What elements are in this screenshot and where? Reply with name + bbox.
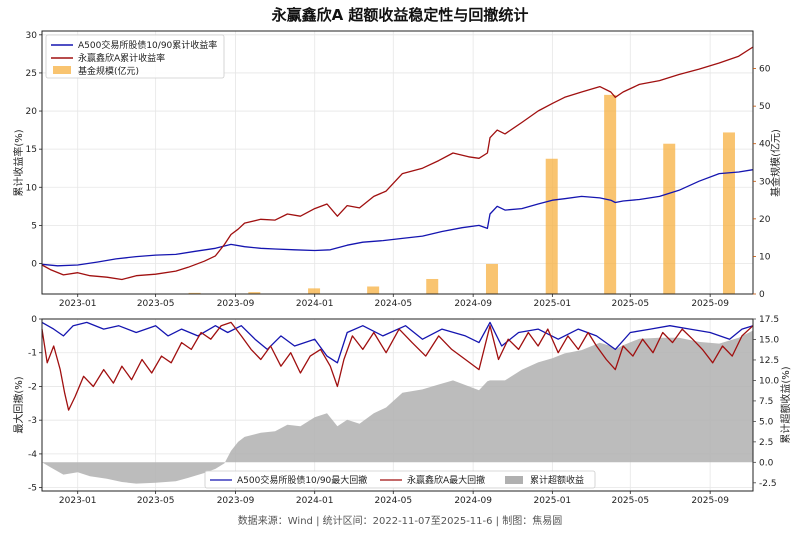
y-tick-label: 25 (26, 69, 37, 79)
fund-scale-bar (188, 292, 201, 294)
chart-title: 永赢鑫欣A 超额收益稳定性与回撤统计 (271, 6, 529, 24)
excess-return-area (42, 330, 753, 484)
benchmark-return-line (41, 169, 754, 267)
x-tick-label: 2025-05 (611, 299, 649, 309)
y2-tick-label: 10 (759, 252, 771, 262)
x-tick-label: 2024-05 (374, 299, 412, 309)
fund-drawdown-line (41, 321, 754, 411)
y2-tick-label: 40 (759, 140, 771, 150)
x-tick-label: 2024-01 (296, 299, 334, 309)
x-tick-label: 2023-05 (137, 496, 175, 506)
drawdown-lines (41, 321, 754, 411)
fund-scale-bars (188, 94, 735, 294)
y-tick-label: -1 (28, 349, 37, 359)
y-tick-label: 10 (26, 183, 38, 193)
fund-scale-bar (722, 132, 735, 294)
returns-ticks: 2023-01 2023-05 2023-09 2024-01 2024-05 2024-… (26, 31, 771, 309)
y-tick-label: 0 (31, 315, 37, 325)
drawdown-frame (41, 318, 754, 492)
y-tick-label: 30 (26, 31, 38, 41)
fund-scale-bar (367, 286, 380, 294)
returns-panel: 2023-01 2023-05 2023-09 2024-01 2024-05 2024-… (12, 30, 782, 309)
fund-scale-bar (545, 158, 558, 294)
y-tick-label: 5 (31, 221, 37, 231)
legend-excess-swatch (505, 476, 523, 484)
x-tick-label: 2023-01 (59, 496, 97, 506)
x-tick-label: 2023-09 (217, 496, 255, 506)
returns-lines (41, 46, 754, 281)
drawdown-ticks: 2023-01 2023-05 2023-09 2024-01 2024-05 2024-… (28, 315, 779, 506)
x-tick-label: 2025-09 (691, 496, 729, 506)
x-tick-label: 2024-01 (296, 496, 334, 506)
fund-scale-bar (248, 292, 261, 294)
drawdown-legend: A500交易所股债10/90最大回撤 永赢鑫欣A最大回撤 累计超额收益 (204, 470, 596, 489)
y2-tick-label: 50 (759, 102, 771, 112)
legend-scale-label: 基金规模(亿元) (78, 65, 139, 77)
y2-tick-label: 30 (759, 177, 771, 187)
benchmark-drawdown-line (41, 321, 754, 364)
legend-fund-dd-label: 永赢鑫欣A最大回撤 (407, 474, 485, 486)
y-tick-label: 0 (31, 260, 37, 270)
y2-tick-label: 20 (759, 215, 771, 225)
y2-tick-label: 0.0 (759, 458, 774, 468)
y2-tick-label: 60 (759, 65, 771, 75)
fund-scale-bar (426, 278, 439, 294)
y-tick-label: 15 (26, 145, 37, 155)
y2-tick-label: 2.5 (759, 438, 773, 448)
fund-scale-bar (604, 94, 617, 294)
y2-tick-label: 7.5 (759, 397, 773, 407)
footer-source: 数据来源：Wind | 统计区间：2022-11-07至2025-11-6 | … (238, 514, 562, 527)
y-tick-label: -4 (28, 450, 37, 460)
y-tick-label: 20 (26, 107, 38, 117)
legend-benchmark-label: A500交易所股债10/90累计收益率 (78, 39, 217, 51)
excess-ylabel: 累计超额收益(%) (779, 366, 792, 443)
drawdown-panel: 2023-01 2023-05 2023-09 2024-01 2024-05 2024-… (12, 315, 792, 506)
y-tick-label: -2 (28, 382, 37, 392)
legend-scale-swatch (53, 66, 71, 74)
legend-benchmark-dd-label: A500交易所股债10/90最大回撤 (237, 474, 367, 486)
fund-scale-bar (663, 143, 676, 294)
x-tick-label: 2025-09 (691, 299, 729, 309)
y-tick-label: -5 (28, 484, 37, 494)
returns-ylabel: 累计收益率(%) (12, 129, 25, 196)
legend-fund-label: 永赢鑫欣A累计收益率 (78, 52, 165, 64)
returns-frame (41, 30, 754, 295)
legend-excess-label: 累计超额收益 (530, 474, 584, 486)
x-tick-label: 2024-09 (454, 299, 492, 309)
scale-ylabel: 基金规模(亿元) (769, 129, 782, 197)
returns-legend: A500交易所股债10/90累计收益率 永赢鑫欣A累计收益率 基金规模(亿元) (45, 34, 225, 79)
y2-tick-label: 15.0 (759, 335, 779, 345)
fund-scale-bar (308, 288, 321, 294)
x-tick-label: 2025-05 (611, 496, 649, 506)
x-tick-label: 2025-01 (534, 496, 572, 506)
fund-return-line (41, 46, 754, 281)
y2-tick-label: 5.0 (759, 417, 774, 427)
x-tick-label: 2024-05 (374, 496, 412, 506)
x-tick-label: 2023-09 (217, 299, 255, 309)
y2-tick-label: -2.5 (759, 479, 777, 489)
x-tick-label: 2023-01 (59, 299, 97, 309)
x-tick-label: 2023-05 (137, 299, 175, 309)
returns-grid (42, 31, 753, 294)
excess-area (42, 330, 753, 484)
fund-scale-bar (485, 263, 498, 294)
x-tick-label: 2024-09 (454, 496, 492, 506)
y2-tick-label: 17.5 (759, 315, 779, 325)
y2-tick-label: 0 (759, 290, 765, 300)
y2-tick-label: 10.0 (759, 376, 779, 386)
y-tick-label: -3 (28, 416, 37, 426)
returns-legend-box (45, 34, 225, 79)
y2-tick-label: 12.5 (759, 356, 779, 366)
drawdown-ylabel: 最大回撤(%) (12, 376, 25, 433)
x-tick-label: 2025-01 (534, 299, 572, 309)
